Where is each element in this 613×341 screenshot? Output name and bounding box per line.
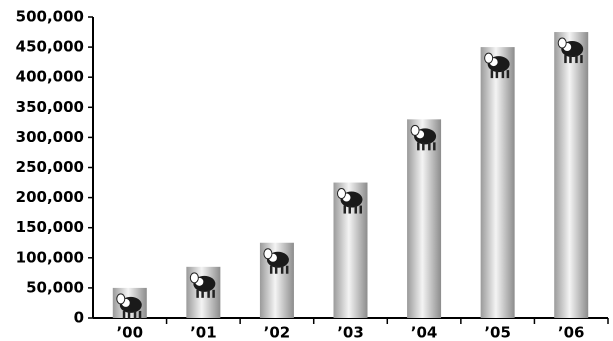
- cow-head: [558, 38, 566, 48]
- cow-leg: [275, 266, 278, 274]
- bar: [554, 32, 588, 318]
- cow-leg: [417, 142, 420, 150]
- cow-leg: [201, 290, 204, 298]
- y-tick-label: 400,000: [16, 68, 84, 86]
- cow-leg: [502, 70, 505, 78]
- cow-head: [117, 294, 125, 304]
- x-tick-label: ’01: [190, 324, 217, 341]
- y-tick-label: 200,000: [16, 188, 84, 206]
- cow-leg: [196, 290, 199, 298]
- chart: 0 50,000 100,000 150,000 200,000 250,000 300,0…: [0, 0, 613, 341]
- cow-leg: [496, 70, 499, 78]
- cow-head: [190, 273, 198, 283]
- cow-leg: [575, 55, 578, 63]
- y-tick-label: 350,000: [16, 98, 84, 116]
- cow-leg: [212, 290, 215, 298]
- cow-leg: [428, 142, 431, 150]
- y-tick-label: 100,000: [16, 248, 84, 266]
- y-tick-label: 50,000: [26, 278, 84, 296]
- y-tick-label: 250,000: [16, 158, 84, 176]
- cow-leg: [286, 266, 289, 274]
- x-tick-label: ’02: [264, 324, 291, 341]
- cow-head: [338, 189, 346, 199]
- cow-leg: [355, 206, 358, 214]
- cow-leg: [564, 55, 567, 63]
- x-tick-label: ’03: [337, 324, 364, 341]
- x-tick-label: ’05: [484, 324, 511, 341]
- cow-leg: [569, 55, 572, 63]
- y-tick-label: 450,000: [16, 38, 84, 56]
- cow-leg: [281, 266, 284, 274]
- cow-head: [264, 249, 272, 259]
- cow-leg: [344, 206, 347, 214]
- x-tick-label: ’04: [411, 324, 438, 341]
- x-tick-label: ’00: [116, 324, 143, 341]
- cow-leg: [433, 142, 436, 150]
- cow-head: [411, 125, 419, 135]
- cow-leg: [123, 311, 126, 319]
- cow-leg: [422, 142, 425, 150]
- cow-leg: [360, 206, 363, 214]
- y-tick-label: 150,000: [16, 218, 84, 236]
- cow-leg: [491, 70, 494, 78]
- cow-leg: [580, 55, 583, 63]
- cow-leg: [128, 311, 130, 319]
- cow-leg: [507, 70, 510, 78]
- y-tick-label: 500,000: [16, 8, 84, 26]
- y-tick-label: 0: [74, 309, 84, 327]
- y-tick-label: 300,000: [16, 128, 84, 146]
- cow-leg: [349, 206, 352, 214]
- cow-leg: [207, 290, 210, 298]
- cow-head: [485, 53, 493, 63]
- cow-leg: [139, 311, 142, 319]
- x-tick-label: ’06: [558, 324, 585, 341]
- bar: [481, 47, 515, 318]
- cow-leg: [270, 266, 273, 274]
- cow-leg: [134, 311, 137, 319]
